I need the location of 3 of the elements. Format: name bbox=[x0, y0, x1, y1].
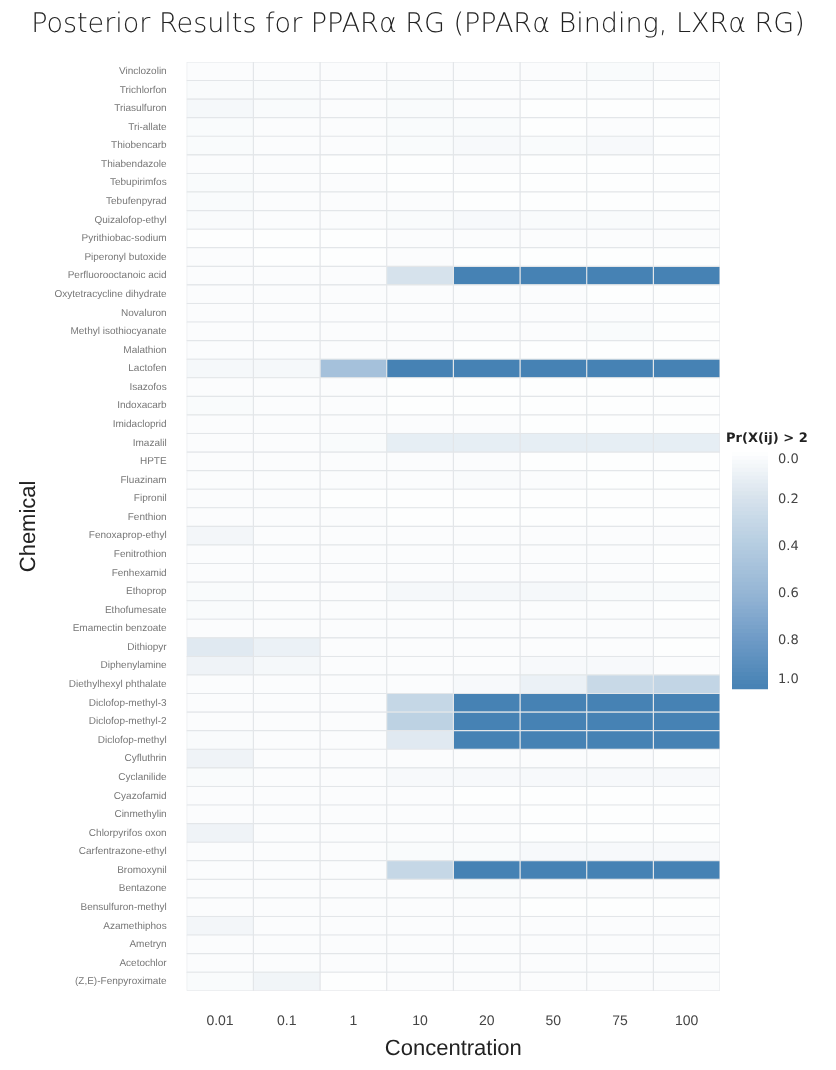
x-axis-title: Concentration bbox=[384, 1036, 522, 1061]
y-axis-title: Chemical bbox=[17, 480, 42, 573]
chart-title: Posterior Results for PPARα RG (PPARα Binding, LXRα RG) bbox=[29, 8, 807, 40]
